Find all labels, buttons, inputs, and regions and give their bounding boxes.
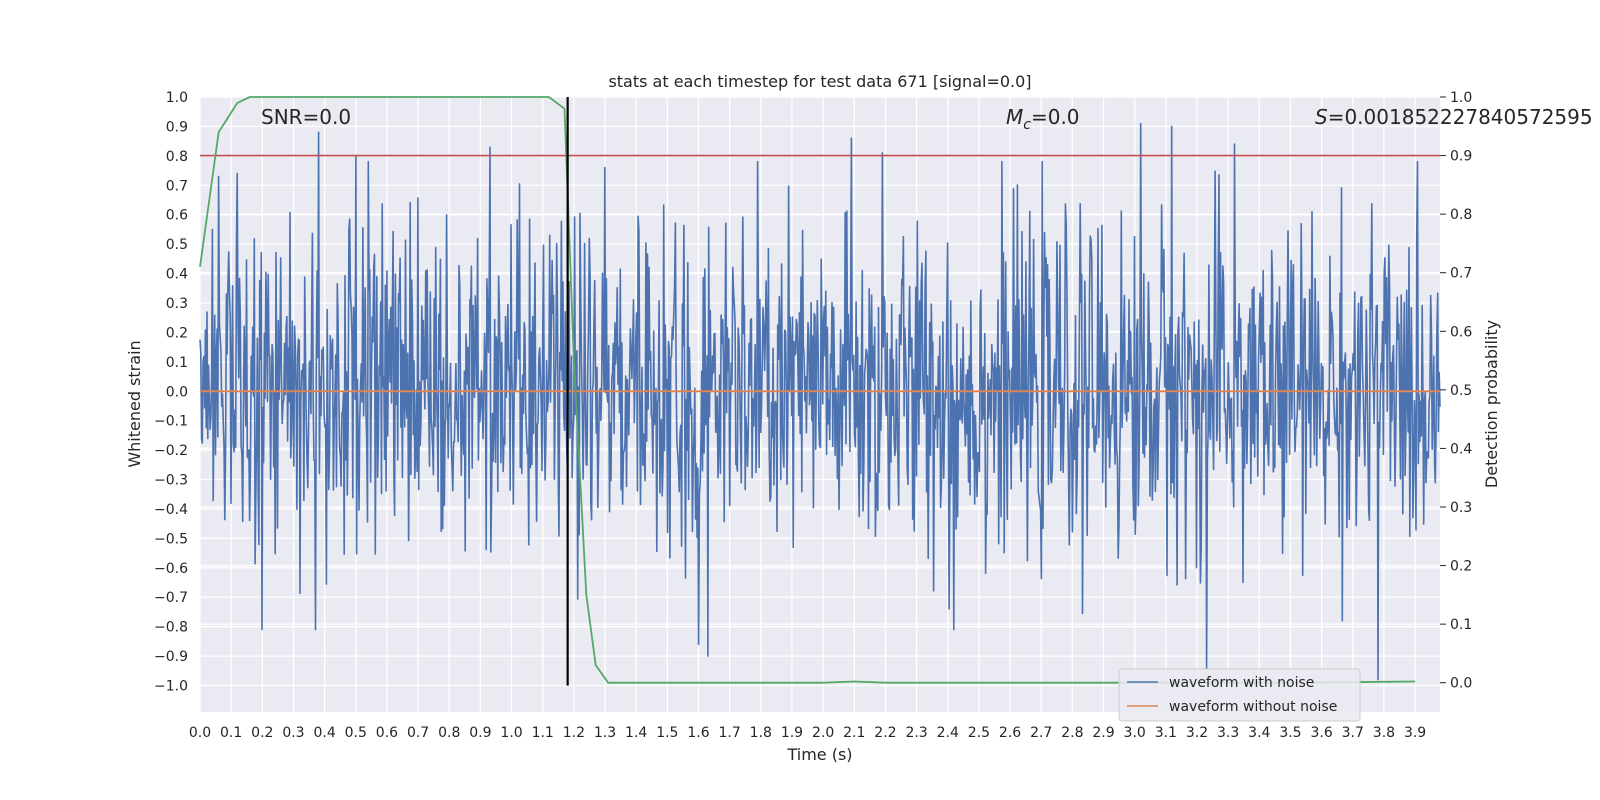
mc-annotation: Mc=0.0 [1006, 105, 1080, 133]
y-axis-label: Whitened strain [125, 340, 144, 467]
x-tick-label: 1.2 [563, 725, 585, 741]
x-tick-label: 2.4 [937, 725, 959, 741]
y-tick-label: 0.5 [166, 237, 188, 253]
x-tick-label: 2.5 [968, 725, 990, 741]
x-tick-label: 0.5 [345, 725, 367, 741]
y-tick-label: −0.1 [154, 414, 188, 430]
x-tick-label: 3.0 [1124, 725, 1146, 741]
x-tick-label: 1.3 [594, 725, 616, 741]
y-tick-label: −0.6 [154, 561, 188, 577]
y-right-tick-label: 0.8 [1450, 207, 1472, 223]
y-tick-label: 0.6 [166, 208, 188, 224]
x-tick-label: 3.9 [1404, 725, 1426, 741]
x-tick-label: 2.8 [1061, 725, 1083, 741]
s-value: =0.001852227840572595 [1328, 105, 1593, 129]
x-tick-label: 0.8 [438, 725, 460, 741]
y-tick-label: −0.9 [154, 649, 188, 665]
x-tick-label: 0.1 [220, 725, 242, 741]
x-tick-label: 0.4 [313, 725, 335, 741]
y-tick-label: −0.4 [154, 502, 188, 518]
mc-symbol: M [1006, 105, 1023, 129]
x-tick-label: 2.3 [905, 725, 927, 741]
y-right-tick-label: 0.2 [1450, 559, 1472, 575]
x-tick-label: 0.2 [251, 725, 273, 741]
s-symbol: S [1315, 105, 1328, 129]
y-tick-label: −0.2 [154, 443, 188, 459]
x-tick-label: 3.3 [1217, 725, 1239, 741]
mc-value: =0.0 [1031, 105, 1080, 129]
y-right-tick-label: 0.0 [1450, 676, 1472, 692]
y-tick-label: 1.0 [166, 90, 188, 106]
legend-label-clean: waveform without noise [1169, 699, 1337, 715]
x-tick-label: 2.1 [843, 725, 865, 741]
x-tick-label: 0.3 [282, 725, 304, 741]
plot-area [199, 96, 1441, 686]
series-detection-probability [199, 96, 1416, 684]
x-tick-label: 1.8 [750, 725, 772, 741]
x-tick-label: 1.4 [625, 725, 647, 741]
series-waveform-with-noise [199, 122, 1441, 681]
y-tick-label: 0.2 [166, 325, 188, 341]
y-tick-label: 0.9 [166, 119, 188, 135]
x-tick-label: 1.6 [687, 725, 709, 741]
y-tick-label: −0.3 [154, 473, 188, 489]
x-tick-label: 0.7 [407, 725, 429, 741]
x-tick-label: 3.6 [1310, 725, 1332, 741]
x-tick-label: 1.7 [719, 725, 741, 741]
chart-title: stats at each timestep for test data 671… [608, 72, 1031, 91]
y-tick-label: −1.0 [154, 679, 188, 695]
y-right-tick-label: 0.9 [1450, 149, 1472, 165]
y-right-tick-label: 0.3 [1450, 500, 1472, 516]
legend: waveform with noise waveform without noi… [1118, 668, 1361, 722]
y-right-axis-ticks: 1.0 0.9 0.8 0.7 0.6 0.5 0.4 0.3 0.2 0.1 0.0 [1440, 90, 1472, 692]
y-tick-label: −0.5 [154, 531, 188, 547]
y-tick-label: 0.4 [166, 267, 188, 283]
legend-label-noise: waveform with noise [1169, 675, 1314, 691]
y-tick-label: −0.8 [154, 620, 188, 636]
mc-subscript: c [1023, 117, 1031, 133]
x-tick-label: 2.6 [999, 725, 1021, 741]
x-tick-label: 2.2 [874, 725, 896, 741]
x-tick-label: 1.1 [532, 725, 554, 741]
x-tick-label: 3.2 [1186, 725, 1208, 741]
legend-box [1118, 668, 1361, 722]
y-right-tick-label: 1.0 [1450, 90, 1472, 106]
x-tick-label: 3.5 [1279, 725, 1301, 741]
s-annotation: S=0.001852227840572595 [1315, 105, 1593, 129]
y-tick-label: 0.3 [166, 296, 188, 312]
y-right-axis-label: Detection probability [1482, 320, 1501, 488]
x-tick-label: 0.0 [189, 725, 211, 741]
y-right-tick-label: 0.7 [1450, 266, 1472, 282]
y-axis-ticks: 1.0 0.9 0.8 0.7 0.6 0.5 0.4 0.3 0.2 0.1 0.0 −0.1 −0.… [154, 90, 188, 695]
x-tick-label: 2.0 [812, 725, 834, 741]
x-tick-label: 3.7 [1342, 725, 1364, 741]
y-right-tick-label: 0.1 [1450, 617, 1472, 633]
x-axis-label: Time (s) [786, 745, 852, 764]
x-tick-label: 2.7 [1030, 725, 1052, 741]
x-tick-label: 2.9 [1092, 725, 1114, 741]
x-tick-label: 1.9 [781, 725, 803, 741]
x-tick-label: 1.5 [656, 725, 678, 741]
snr-annotation: SNR=0.0 [261, 105, 351, 129]
y-tick-label: −0.7 [154, 590, 188, 606]
x-tick-label: 0.6 [376, 725, 398, 741]
x-tick-label: 1.0 [500, 725, 522, 741]
y-right-tick-label: 0.4 [1450, 441, 1472, 457]
x-axis-ticks: 0.0 0.1 0.2 0.3 0.4 0.5 0.6 0.7 0.8 0.9 1.0 1.1 1.2 1… [189, 725, 1426, 741]
x-tick-label: 3.8 [1373, 725, 1395, 741]
y-tick-label: 0.1 [166, 355, 188, 371]
y-right-tick-label: 0.5 [1450, 383, 1472, 399]
x-tick-label: 3.1 [1155, 725, 1177, 741]
y-tick-label: 0.8 [166, 149, 188, 165]
y-tick-label: 0.0 [166, 384, 188, 400]
x-tick-label: 3.4 [1248, 725, 1270, 741]
y-tick-label: 0.7 [166, 178, 188, 194]
x-tick-label: 0.9 [469, 725, 491, 741]
y-right-tick-label: 0.6 [1450, 324, 1472, 340]
